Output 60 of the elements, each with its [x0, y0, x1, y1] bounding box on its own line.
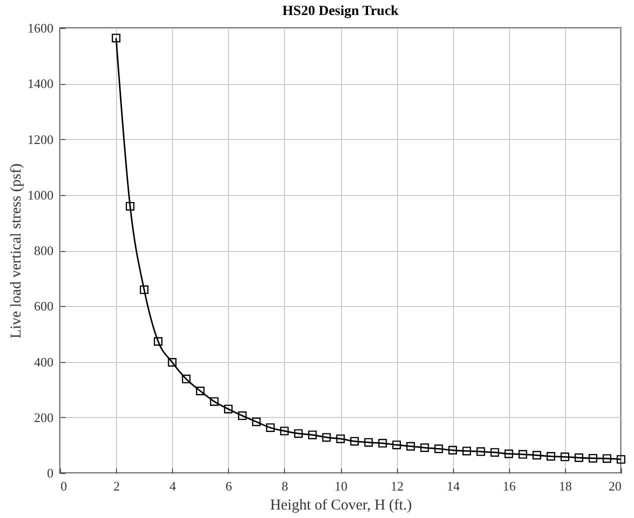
x-tick-label: 2 [113, 478, 120, 494]
point [518, 450, 528, 459]
point [378, 438, 387, 448]
point [364, 438, 373, 447]
point [476, 447, 486, 456]
point [434, 444, 443, 454]
point [196, 386, 205, 396]
point [182, 374, 191, 384]
y-axis-title: Live load vertical stress (psf) [8, 164, 24, 338]
y-tick-label: 1400 [28, 76, 54, 92]
point [294, 429, 303, 438]
x-tick-label: 8 [282, 478, 288, 494]
point [308, 430, 317, 440]
x-tick-label: 4 [169, 478, 176, 494]
point [126, 202, 134, 211]
point [420, 443, 429, 452]
chart-title: HS20 Design Truck [282, 4, 399, 19]
y-tick-label: 400 [34, 354, 54, 370]
x-tick-label: 6 [226, 478, 233, 494]
y-tick-label: 200 [34, 410, 54, 425]
y-tick-label: 1600 [28, 20, 54, 36]
point [350, 436, 359, 446]
y-tick-label: 1200 [28, 132, 54, 147]
point [336, 434, 345, 444]
point [154, 337, 162, 346]
point [210, 397, 219, 406]
point [462, 446, 472, 456]
y-tick-label: 800 [34, 243, 54, 258]
x-tick-label: 10 [334, 478, 348, 494]
point [168, 358, 177, 367]
point [266, 423, 275, 432]
point [238, 411, 247, 420]
x-axis-title: Height of Cover, H (ft.) [270, 498, 412, 514]
point [224, 404, 233, 414]
x-tick-label: 14 [446, 478, 460, 494]
point [532, 450, 542, 460]
point [448, 446, 458, 454]
x-tick-label: 18 [558, 478, 572, 494]
x-tick-label: 16 [502, 478, 516, 494]
point [406, 442, 415, 451]
point [140, 285, 148, 294]
point [588, 454, 598, 463]
point [280, 426, 289, 436]
y-tick-label: 1000 [28, 187, 54, 202]
point [392, 440, 401, 450]
x-tick-label: 0 [60, 478, 67, 494]
y-tick-label: 600 [34, 298, 54, 314]
x-tick-label: 20 [608, 478, 622, 494]
point [546, 452, 556, 461]
point [616, 455, 626, 464]
point [560, 452, 570, 462]
x-tick-label: 12 [390, 478, 404, 494]
point [490, 448, 500, 457]
point [504, 450, 514, 458]
point [574, 453, 584, 462]
point [112, 34, 120, 42]
y-tick-label: 0 [47, 466, 54, 480]
point [322, 433, 331, 442]
point [252, 418, 261, 426]
point [602, 454, 612, 463]
